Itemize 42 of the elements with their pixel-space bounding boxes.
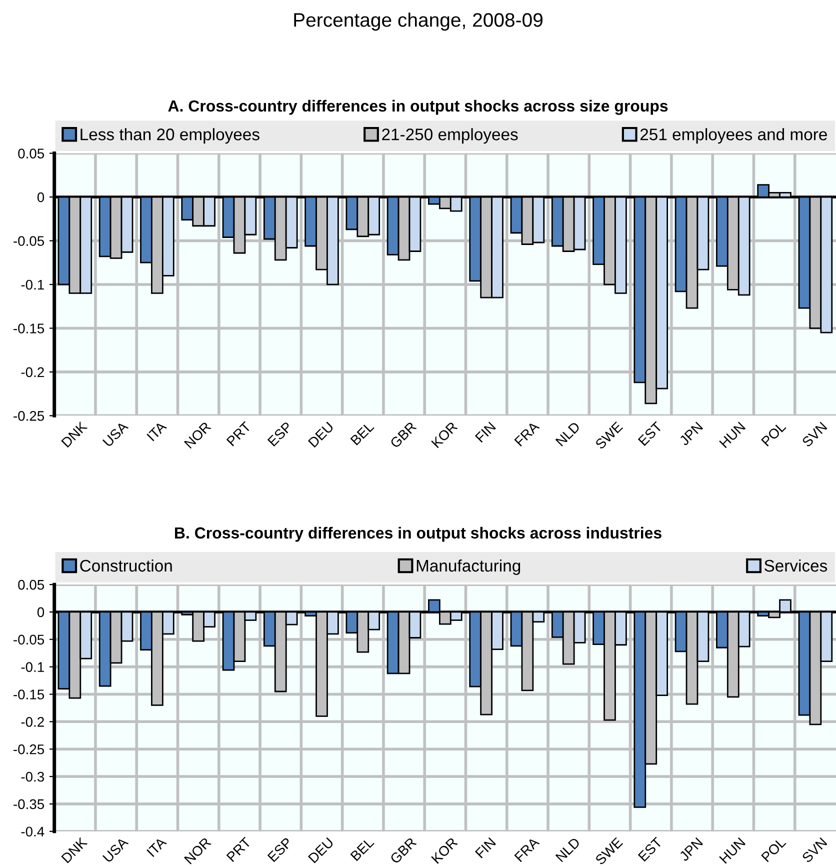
legend-label: Less than 20 employees	[80, 128, 260, 144]
y-tick-label: 0	[37, 192, 44, 202]
x-tick-label: FRA	[514, 836, 540, 862]
y-tick-label: -0.2	[21, 717, 44, 727]
chart-title: B. Cross-country differences in output shocks across industries	[175, 526, 662, 542]
x-tick-label: JPN	[678, 837, 704, 862]
x-tick-label: POL	[760, 836, 786, 862]
y-tick-label: 0.05	[18, 580, 44, 590]
y-tick-label: -0.4	[21, 826, 44, 837]
y-tick-label: -0.25	[14, 411, 44, 421]
legend-label: Services	[764, 559, 828, 572]
y-tick-label: -0.05	[14, 236, 44, 246]
y-tick-label: -0.1	[21, 280, 44, 290]
legend-label: Construction	[80, 559, 172, 572]
legend-label: 21-250 employees	[382, 128, 518, 144]
x-tick-label: BEL	[350, 836, 374, 862]
x-tick-label: NLD	[555, 837, 580, 862]
legend-label: 251 employees and more	[640, 128, 827, 144]
chart-title: Percentage change, 2008-09	[294, 12, 542, 31]
y-tick-label: -0.3	[21, 772, 44, 782]
x-tick-label: FIN	[474, 837, 496, 858]
legend-label: Manufacturing	[416, 559, 520, 575]
x-tick-label: JPN	[678, 422, 704, 446]
x-tick-label: ITA	[146, 836, 167, 857]
y-tick-label: 0.05	[18, 148, 44, 158]
x-tick-label: USA	[102, 836, 129, 863]
y-tick-label: -0.15	[14, 690, 44, 700]
y-tick-label: -0.15	[14, 324, 44, 334]
y-tick-label: 0	[37, 607, 44, 618]
x-tick-label: NLD	[555, 421, 580, 446]
y-tick-label: -0.35	[14, 799, 44, 810]
y-tick-label: -0.25	[14, 744, 44, 754]
y-tick-label: -0.05	[14, 634, 44, 645]
x-tick-label: POL	[760, 421, 786, 447]
y-tick-label: -0.1	[21, 662, 44, 672]
x-tick-label: FRA	[514, 420, 540, 446]
x-tick-label: BEL	[350, 421, 374, 446]
chart-subtitle: A. Cross-country differences in output shocks across size groups	[168, 100, 668, 115]
y-tick-label: -0.2	[21, 367, 44, 378]
x-tick-label: FIN	[474, 422, 496, 443]
x-tick-label: ITA	[146, 420, 167, 442]
x-tick-label: USA	[102, 420, 129, 448]
